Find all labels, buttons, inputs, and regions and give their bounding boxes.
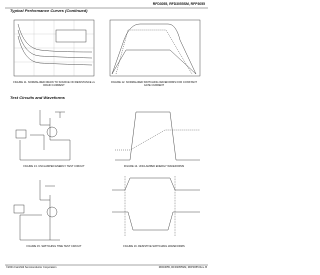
curve <box>111 49 197 75</box>
figure-caption: FIGURE 11. NORMALIZED DRAIN TO SOURCE ON… <box>13 81 95 87</box>
pulse-source <box>13 204 25 214</box>
waveform <box>115 129 200 151</box>
curve <box>17 23 93 53</box>
plot-frame <box>109 19 201 77</box>
curve <box>111 23 197 75</box>
drawings <box>5 7 208 266</box>
transistor <box>46 206 58 218</box>
figure-caption: FIGURE 14. UNCLAMPED ENERGY WAVEFORMS <box>123 165 185 168</box>
figure-caption: FIGURE 13. UNCLAMPED ENERGY TEST CIRCUIT <box>23 165 85 168</box>
figure-caption: FIGURE 15. SWITCHING TIME TEST CIRCUIT <box>26 245 82 248</box>
guide <box>124 176 176 236</box>
pulse-source <box>15 129 27 139</box>
waveform <box>112 211 200 231</box>
curve <box>17 35 93 66</box>
curve <box>115 29 193 75</box>
waveform <box>115 111 200 161</box>
footer-right: RFD3055, RFD3055SM, RFP3055 Rev. B <box>158 266 207 269</box>
curve <box>17 29 93 59</box>
section-title: Test Circuits and Waveforms <box>10 95 65 100</box>
circuit <box>19 180 60 241</box>
legend-box <box>55 29 87 43</box>
waveform <box>112 177 200 191</box>
footer-left: ©2001 Fairchild Semiconductor Corporatio… <box>6 266 57 269</box>
page: RFD3055, RFD3055SM, RFP3055 Typical Perf… <box>5 2 208 269</box>
circuit <box>19 110 71 161</box>
transistor <box>46 126 58 138</box>
section-title: Typical Performance Curves (Continued) <box>10 8 88 13</box>
figure-caption: FIGURE 12. NORMALIZED SWITCHING WAVEFORM… <box>111 81 197 87</box>
figure-caption: FIGURE 16. RESISTIVE SWITCHING WAVEFORMS <box>123 245 185 248</box>
header: RFD3055, RFD3055SM, RFP3055 <box>152 2 205 6</box>
grid <box>14 20 94 76</box>
